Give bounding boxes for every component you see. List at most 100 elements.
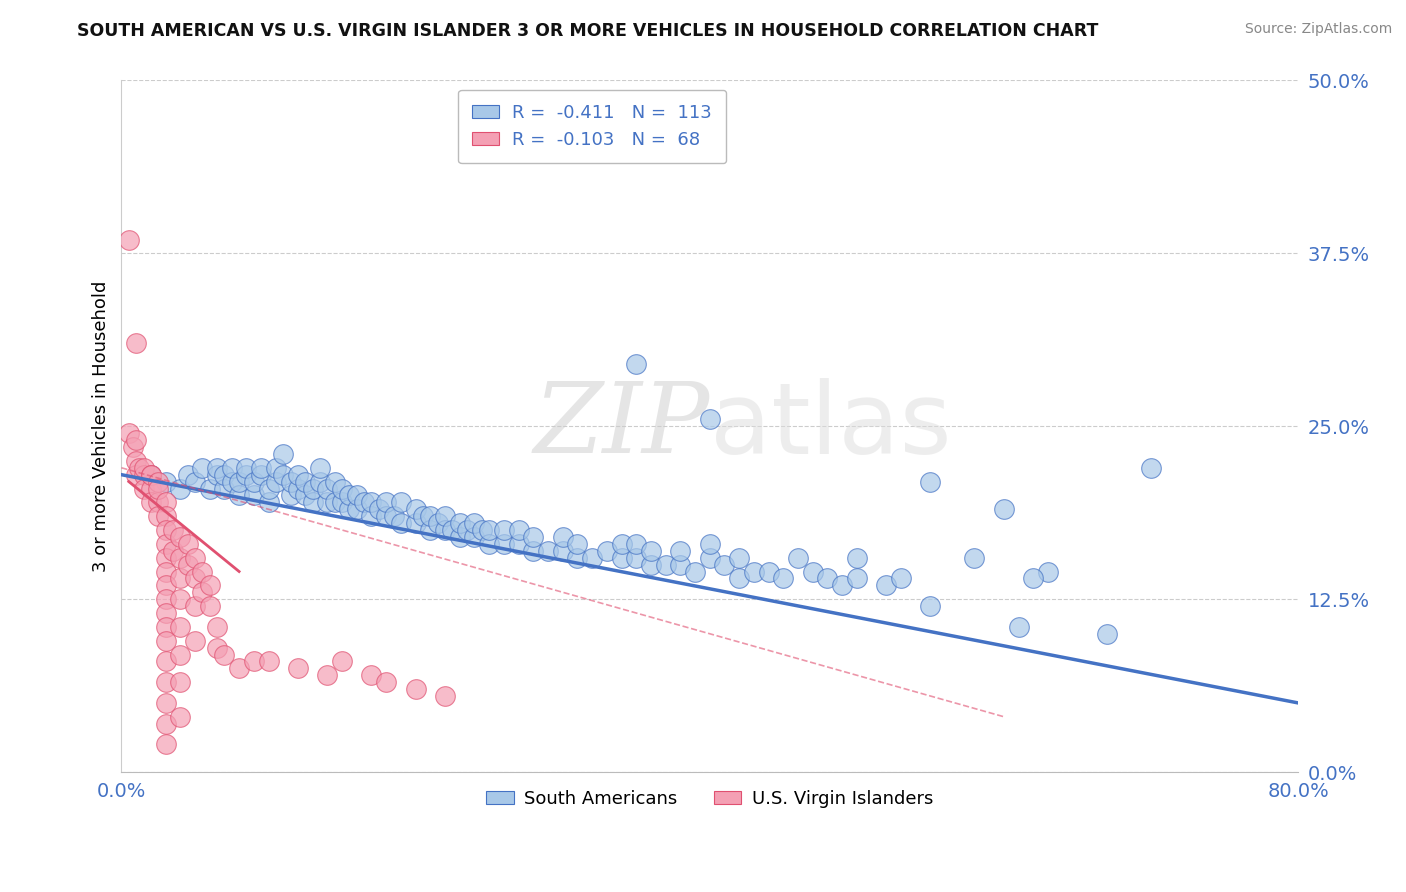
Point — [699, 550, 721, 565]
Point — [287, 482, 309, 496]
Point — [1140, 460, 1163, 475]
Point — [551, 543, 574, 558]
Point — [214, 648, 236, 662]
Point — [339, 488, 361, 502]
Point — [1095, 626, 1118, 640]
Point — [728, 550, 751, 565]
Point — [198, 482, 221, 496]
Point — [323, 475, 346, 489]
Point — [155, 475, 177, 489]
Point — [419, 523, 441, 537]
Point — [845, 550, 868, 565]
Point — [205, 620, 228, 634]
Point — [758, 565, 780, 579]
Point — [155, 565, 177, 579]
Point — [875, 578, 897, 592]
Point — [243, 488, 266, 502]
Point — [301, 482, 323, 496]
Point — [742, 565, 765, 579]
Point — [169, 482, 191, 496]
Point — [640, 558, 662, 572]
Point — [581, 550, 603, 565]
Point — [169, 620, 191, 634]
Point — [176, 558, 198, 572]
Point — [148, 495, 170, 509]
Point — [330, 482, 353, 496]
Point — [125, 336, 148, 351]
Point — [169, 675, 191, 690]
Point — [184, 633, 207, 648]
Point — [309, 475, 332, 489]
Point — [360, 509, 382, 524]
Point — [155, 523, 177, 537]
Point — [339, 502, 361, 516]
Point — [271, 447, 294, 461]
Point — [243, 475, 266, 489]
Point — [139, 482, 162, 496]
Point — [155, 675, 177, 690]
Point — [1036, 565, 1059, 579]
Point — [654, 558, 676, 572]
Point — [683, 565, 706, 579]
Point — [890, 571, 912, 585]
Point — [330, 495, 353, 509]
Point — [713, 558, 735, 572]
Point — [250, 460, 273, 475]
Point — [125, 454, 148, 468]
Point — [155, 509, 177, 524]
Point — [478, 523, 501, 537]
Point — [139, 495, 162, 509]
Point — [360, 495, 382, 509]
Point — [132, 460, 155, 475]
Point — [640, 543, 662, 558]
Point — [419, 509, 441, 524]
Point — [1007, 620, 1029, 634]
Point — [382, 509, 405, 524]
Point — [405, 502, 427, 516]
Point — [294, 475, 316, 489]
Point — [287, 661, 309, 675]
Point — [191, 460, 214, 475]
Point — [139, 467, 162, 482]
Point — [162, 523, 184, 537]
Point — [801, 565, 824, 579]
Point — [963, 550, 986, 565]
Point — [176, 537, 198, 551]
Text: SOUTH AMERICAN VS U.S. VIRGIN ISLANDER 3 OR MORE VEHICLES IN HOUSEHOLD CORRELATI: SOUTH AMERICAN VS U.S. VIRGIN ISLANDER 3… — [77, 22, 1098, 40]
Point — [815, 571, 838, 585]
Point — [471, 523, 494, 537]
Point — [139, 467, 162, 482]
Point — [243, 655, 266, 669]
Point — [191, 565, 214, 579]
Point — [492, 537, 515, 551]
Point — [264, 460, 287, 475]
Point — [118, 426, 141, 441]
Point — [669, 543, 692, 558]
Point — [155, 696, 177, 710]
Point — [346, 502, 368, 516]
Point — [155, 620, 177, 634]
Point — [787, 550, 810, 565]
Point — [699, 537, 721, 551]
Point — [434, 509, 457, 524]
Point — [132, 467, 155, 482]
Point — [257, 495, 280, 509]
Point — [463, 530, 485, 544]
Point — [610, 550, 633, 565]
Point — [449, 530, 471, 544]
Point — [228, 488, 250, 502]
Point — [699, 412, 721, 426]
Point — [128, 460, 150, 475]
Point — [287, 467, 309, 482]
Point — [125, 433, 148, 447]
Point — [148, 509, 170, 524]
Point — [155, 495, 177, 509]
Point — [169, 710, 191, 724]
Text: Source: ZipAtlas.com: Source: ZipAtlas.com — [1244, 22, 1392, 37]
Point — [508, 537, 530, 551]
Point — [301, 495, 323, 509]
Point — [205, 460, 228, 475]
Point — [155, 633, 177, 648]
Y-axis label: 3 or more Vehicles in Household: 3 or more Vehicles in Household — [93, 281, 110, 572]
Point — [221, 475, 243, 489]
